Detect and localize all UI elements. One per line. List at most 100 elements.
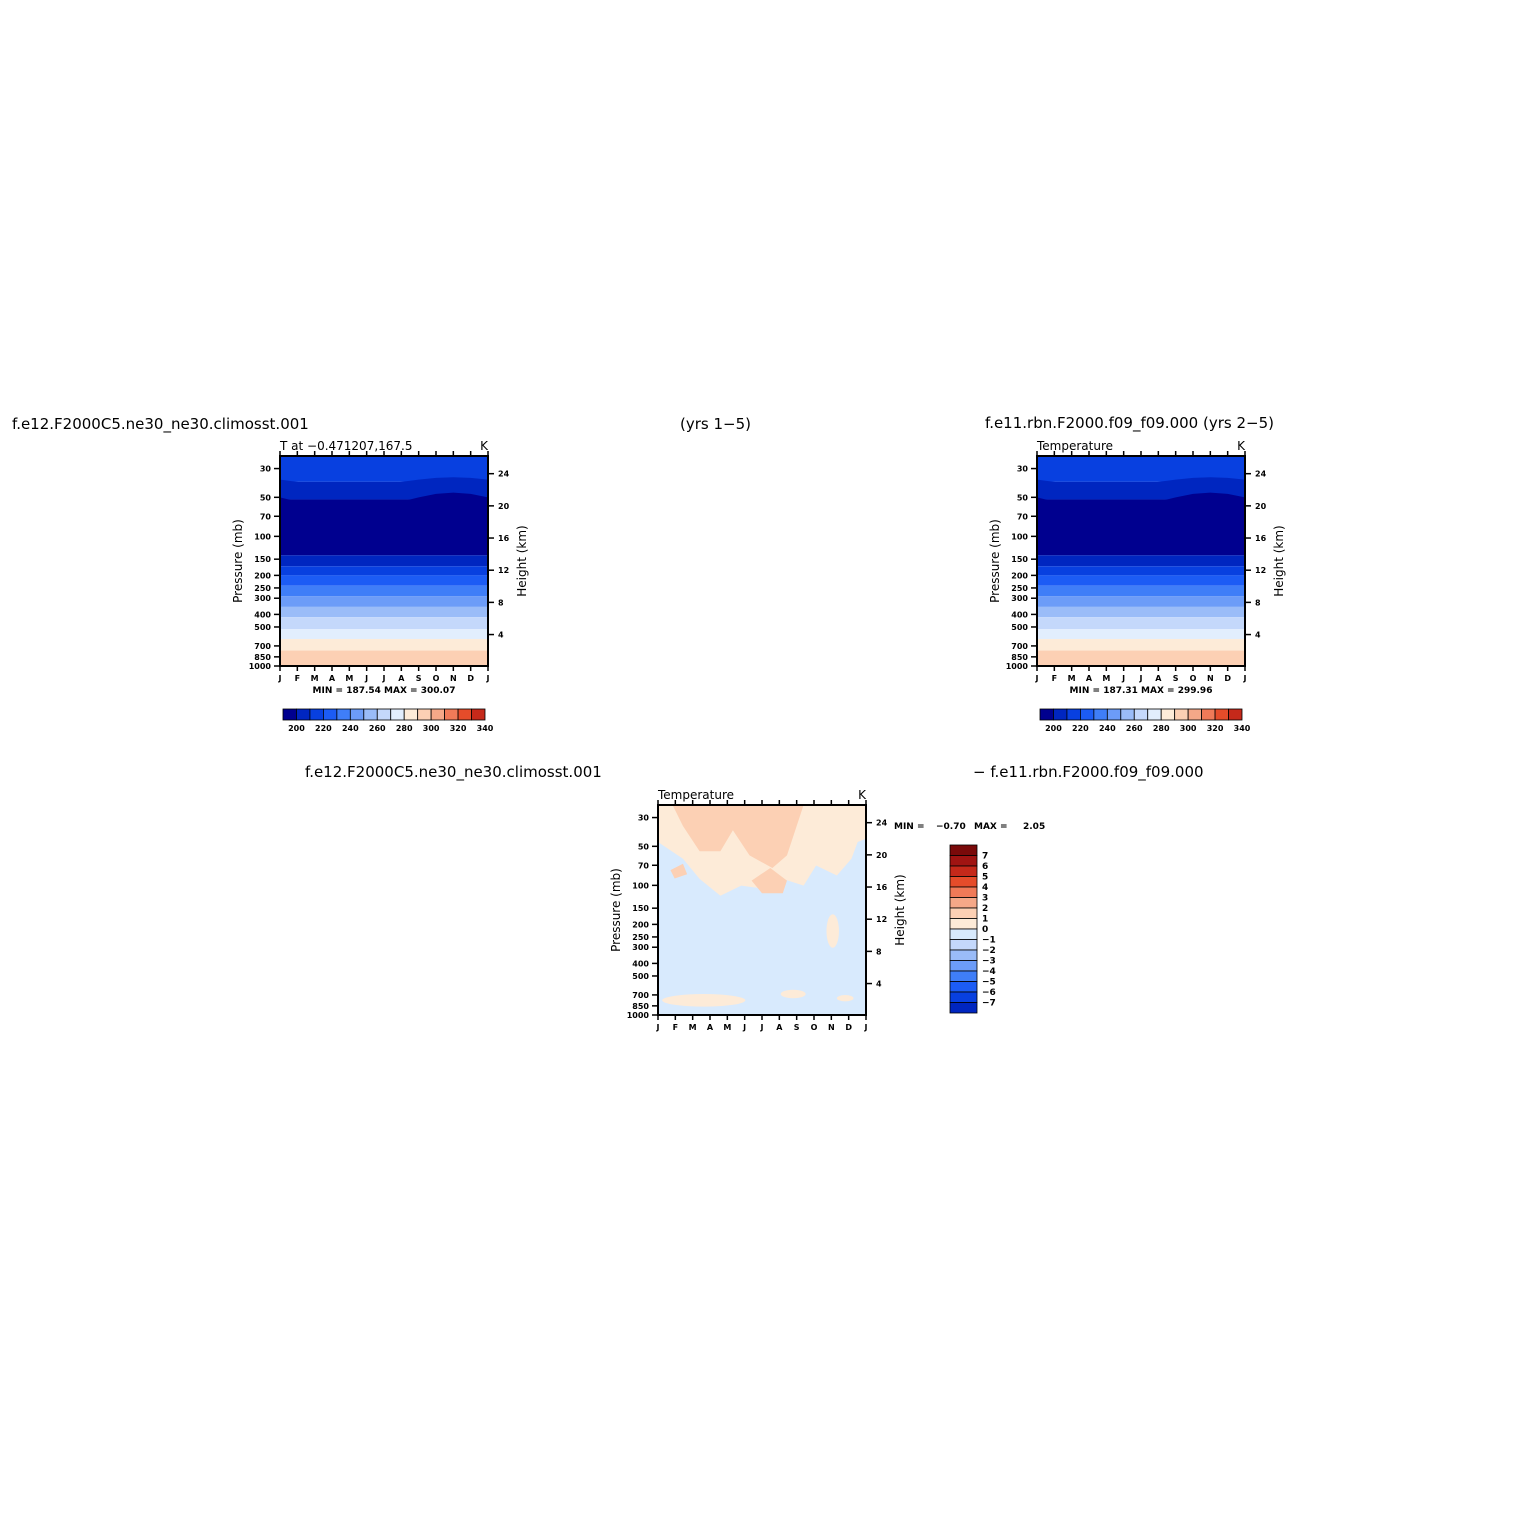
colorbar-cell <box>949 970 978 982</box>
x-tick-label-5: J <box>742 1023 746 1032</box>
difference-panel: J F M A M J J A S O N D J305070100150200250300400500… <box>609 788 1045 1032</box>
y-tick-label-3: 100 <box>1011 532 1028 541</box>
stats-max-value: 2.05 <box>1023 822 1045 832</box>
header-top-left: f.e12.F2000C5.ne30_ne30.climosst.001 <box>12 415 309 433</box>
colorbar-cell <box>949 844 978 856</box>
header-top-right: f.e11.rbn.F2000.f09_f09.000 (yrs 2−5) <box>985 414 1274 432</box>
y-tick-label-3: 100 <box>254 532 271 541</box>
y-tick-label-4: 150 <box>1011 555 1028 564</box>
temp-band-7 <box>1037 596 1245 607</box>
y-right-tick-label-5: 4 <box>1255 631 1261 640</box>
colorbar-label-4: 280 <box>396 724 413 733</box>
colorbar-cell <box>949 939 978 951</box>
colorbar-cell <box>430 708 445 721</box>
colorbar-cell <box>949 897 978 909</box>
x-tick-label-9: O <box>1190 674 1197 683</box>
x-tick-label-9: O <box>433 674 440 683</box>
y-right-tick-label-2: 16 <box>876 883 888 892</box>
y-tick-label-0: 30 <box>260 465 272 474</box>
colorbar-cell <box>471 708 486 721</box>
x-tick-label-11: D <box>467 674 474 683</box>
x-tick-label-7: A <box>398 674 405 683</box>
y-right-tick-label-5: 4 <box>876 980 882 989</box>
y-tick-label-8: 400 <box>254 610 271 619</box>
y-tick-label-6: 250 <box>254 584 271 593</box>
y-tick-label-7: 300 <box>632 943 649 952</box>
x-tick-label-4: M <box>1102 674 1110 683</box>
y-tick-label-4: 150 <box>254 555 271 564</box>
colorbar-label-7: 340 <box>1234 724 1251 733</box>
y-right-tick-label-3: 12 <box>1255 566 1266 575</box>
colorbar-label-12: −5 <box>982 978 996 988</box>
x-tick-label-5: J <box>1121 674 1125 683</box>
colorbar-label-2: 5 <box>982 873 988 883</box>
y-tick-label-2: 70 <box>260 512 272 521</box>
y-tick-label-5: 200 <box>1011 571 1028 580</box>
y-tick-label-11: 850 <box>254 653 271 662</box>
panel-title: T at −0.471207,167.5 <box>279 439 413 453</box>
y-tick-label-3: 100 <box>632 881 649 890</box>
y-tick-label-1: 50 <box>260 493 272 502</box>
temp-band-10 <box>1037 629 1245 640</box>
x-tick-label-6: J <box>1139 674 1143 683</box>
x-tick-label-7: A <box>776 1023 783 1032</box>
x-tick-label-10: N <box>450 674 457 683</box>
colorbar-label-6: 320 <box>450 724 467 733</box>
temp-contour-tropopause <box>1037 492 1245 524</box>
y-tick-label-6: 250 <box>632 933 649 942</box>
temp-band-3 <box>280 555 488 567</box>
colorbar-label-3: 4 <box>982 883 988 893</box>
y-right-axis-label: Height (km) <box>1272 525 1286 596</box>
colorbar-label-7: 340 <box>477 724 494 733</box>
y-tick-label-8: 400 <box>1011 610 1028 619</box>
temp-band-9 <box>280 617 488 630</box>
colorbar-cell <box>949 907 978 919</box>
colorbar-cell <box>1093 708 1108 721</box>
x-tick-label-6: J <box>382 674 386 683</box>
colorbar-cell <box>1228 708 1243 721</box>
colorbar-label-2: 240 <box>342 724 359 733</box>
y-tick-label-12: 1000 <box>627 1011 650 1020</box>
panel-units: K <box>1237 439 1246 453</box>
panel-units: K <box>480 439 489 453</box>
temperature-panel-1: J F M A M J J A S O N D J305070100150200250300400500… <box>988 439 1286 733</box>
colorbar-cell <box>1053 708 1068 721</box>
colorbar-label-6: 1 <box>982 915 988 925</box>
temp-band-10 <box>280 629 488 640</box>
y-tick-label-10: 700 <box>1011 642 1028 651</box>
colorbar-cell <box>1147 708 1162 721</box>
x-tick-label-0: J <box>278 674 282 683</box>
y-tick-label-10: 700 <box>632 991 649 1000</box>
colorbar-cell <box>1133 708 1149 721</box>
diff-island-right <box>836 995 854 1002</box>
colorbar-cell <box>417 708 432 721</box>
colorbar-label-9: −2 <box>982 946 996 956</box>
colorbar-cell <box>949 876 978 888</box>
stats-text: MIN = 187.54 MAX = 300.07 <box>313 686 456 696</box>
y-tick-label-1: 50 <box>1017 493 1029 502</box>
temp-band-3 <box>1037 555 1245 567</box>
x-tick-label-1: F <box>1052 674 1057 683</box>
colorbar-label-1: 220 <box>1072 724 1089 733</box>
colorbar-cell <box>390 708 405 721</box>
x-tick-label-3: A <box>329 674 336 683</box>
x-tick-label-4: M <box>723 1023 731 1032</box>
x-tick-label-1: F <box>295 674 300 683</box>
temp-band-4 <box>1037 566 1245 576</box>
colorbar-label-5: 300 <box>423 724 440 733</box>
x-tick-label-0: J <box>1035 674 1039 683</box>
colorbar-cell <box>1214 708 1229 721</box>
panel-units: K <box>858 788 867 802</box>
colorbar-cell <box>282 708 297 721</box>
stats-max-label: MAX = <box>974 822 1008 832</box>
y-axis-label: Pressure (mb) <box>231 519 245 603</box>
x-tick-label-8: S <box>794 1023 800 1032</box>
x-tick-label-2: M <box>1068 674 1076 683</box>
diff-island-surface <box>662 994 746 1007</box>
temp-band-8 <box>280 606 488 618</box>
header-bottom-right: − f.e11.rbn.F2000.f09_f09.000 <box>973 763 1204 781</box>
y-right-tick-label-2: 16 <box>498 534 510 543</box>
colorbar-cell <box>296 708 311 721</box>
y-tick-label-12: 1000 <box>1006 662 1029 671</box>
temp-band-11 <box>1037 639 1245 651</box>
